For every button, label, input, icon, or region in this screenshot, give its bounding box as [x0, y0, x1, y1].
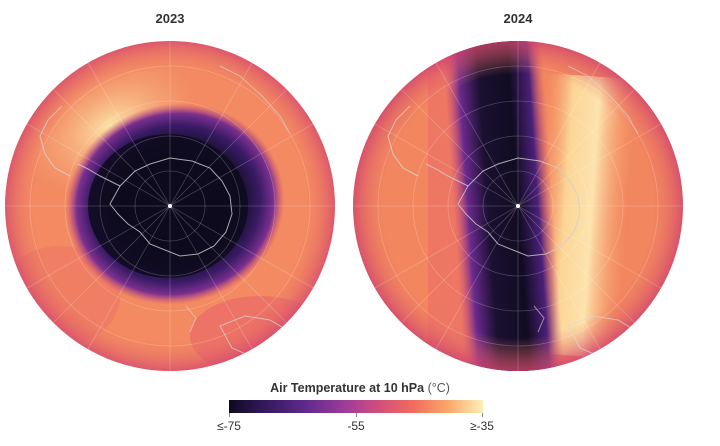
panel-title-2023: 2023	[155, 11, 185, 26]
south-pole-marker	[516, 204, 520, 208]
south-america-outline	[39, 105, 71, 177]
panel-title-2024: 2024	[503, 11, 533, 26]
legend-label-min: ≤-75	[217, 419, 241, 433]
legend-title: Air Temperature at 10 hPa (°C)	[210, 381, 510, 395]
legend-label-max: ≥-35	[470, 419, 494, 433]
antarctica-outline	[109, 157, 233, 257]
south-america-outline	[387, 105, 419, 177]
legend-color-bar	[229, 400, 483, 413]
legend-label-mid: -55	[347, 419, 365, 433]
africa-outline	[567, 65, 639, 135]
legend-unit: (°C)	[427, 381, 450, 395]
legend-tick-min	[229, 413, 230, 417]
map-2023	[5, 41, 335, 371]
legend-tick-mid	[356, 413, 357, 417]
legend-title-text: Air Temperature at 10 hPa	[270, 381, 425, 395]
legend-tick-max	[482, 413, 483, 417]
map-2024	[353, 41, 683, 371]
africa-outline	[219, 65, 291, 135]
south-pole-marker	[168, 204, 172, 208]
antarctica-outline	[457, 157, 581, 257]
